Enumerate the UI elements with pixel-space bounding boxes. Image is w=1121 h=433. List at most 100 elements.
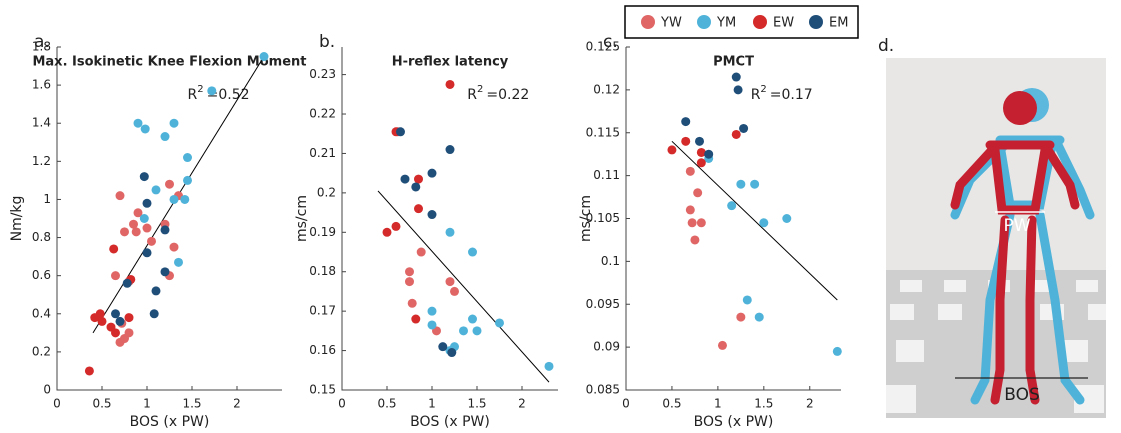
data-point [115,191,125,201]
data-point [681,117,691,127]
data-point [124,328,134,338]
data-point [142,198,152,208]
legend-label: YM [716,16,736,31]
x-tick-label: 0.5 [662,397,681,411]
data-point [131,227,141,237]
y-tick-label: 0.17 [309,304,336,318]
y-tick-label: 0.21 [309,146,336,160]
data-point [832,346,842,356]
data-point [445,227,455,237]
data-point [407,298,417,308]
data-point [445,277,455,287]
data-point [687,218,697,228]
bos-label: BOS [1004,385,1040,405]
r2-sup: 2 [477,84,483,95]
y-tick-label: 0.085 [586,383,620,397]
r2-text: R [467,87,477,103]
data-point [427,320,437,330]
y-tick-label: 0.1 [601,254,620,268]
x-tick-label: 2 [806,397,814,411]
legend-marker [641,15,655,29]
x-tick-label: 1 [428,397,436,411]
data-point [115,316,125,326]
data-point [120,227,129,237]
y-tick-label: 0.23 [309,67,336,81]
y-tick-label: 0 [43,383,51,397]
data-point [414,204,423,214]
data-point [151,185,161,195]
data-point [696,218,706,228]
r2-sup: 2 [760,84,766,95]
data-point [400,174,410,184]
data-point [142,223,152,233]
r2-annotation: R2 =0.22 [467,84,529,103]
x-tick-label: 0.5 [377,397,396,411]
chart-panel: 0.085 0.09 0.095 0.1 0.105 0.11 0.115 0.12 0.125… [578,32,842,430]
data-point [693,188,703,198]
data-point [681,136,691,146]
x-tick-label: 0.5 [92,397,111,411]
r2-sup: 2 [197,84,203,95]
data-point [122,278,132,288]
y-tick-label: 1.4 [32,116,51,130]
data-point [495,318,504,328]
x-tick-label: 1.5 [182,397,201,411]
y-tick-label: 0.6 [32,268,51,282]
data-point [414,174,423,184]
y-tick-label: 0.8 [32,230,51,244]
data-point [739,123,749,133]
data-point [405,277,414,287]
legend-marker [697,15,711,29]
data-point [169,242,179,252]
data-point [382,227,392,237]
x-tick-label: 0 [622,397,630,411]
data-point [149,309,159,319]
data-point [160,267,170,277]
y-tick-label: 1.2 [32,154,51,168]
fit-line [377,190,550,383]
x-axis-label: BOS (x PW) [410,414,490,430]
data-point [142,248,152,258]
y-tick-label: 0.11 [593,168,620,182]
data-point [742,295,752,305]
x-tick-label: 1.5 [467,397,486,411]
legend-box [624,5,859,39]
data-point [147,236,156,246]
data-point [736,179,746,189]
panel-label: c. [603,32,618,52]
chart-panel: 0.15 0.16 0.17 0.18 0.19 0.2 0.21 0.22 0.23 0 0.5 1… [294,32,558,430]
data-point [140,124,150,134]
data-point [731,72,741,82]
chart-title: Max. Isokinetic Knee Flexion Moment [32,55,306,70]
data-point [411,182,421,192]
chart-title: H-reflex latency [392,55,509,70]
data-point [411,314,421,324]
data-point [750,179,760,189]
y-tick-label: 1 [43,192,51,206]
y-tick-label: 0.2 [317,185,336,199]
data-point [183,153,192,163]
data-point [111,309,120,319]
data-point [405,267,414,277]
data-point [416,247,426,257]
legend-label: EM [829,16,848,31]
data-point [124,313,134,323]
x-tick-label: 2 [233,397,241,411]
x-tick-label: 0 [338,397,346,411]
data-point [696,147,706,157]
skeleton-red [950,91,1080,405]
data-point [169,194,179,204]
legend-label: YW [660,16,682,31]
x-tick-label: 0 [53,397,61,411]
data-point [690,235,700,245]
data-point [111,271,120,281]
data-point [259,52,269,62]
y-tick-label: 0.2 [32,344,51,358]
legend-label: EW [773,16,794,31]
x-tick-label: 2 [518,397,526,411]
data-point [717,340,727,350]
data-point [445,79,455,89]
y-tick-label: 1.6 [32,78,51,92]
y-axis-label: ms/cm [294,195,310,242]
pw-label: PW [1003,216,1030,236]
